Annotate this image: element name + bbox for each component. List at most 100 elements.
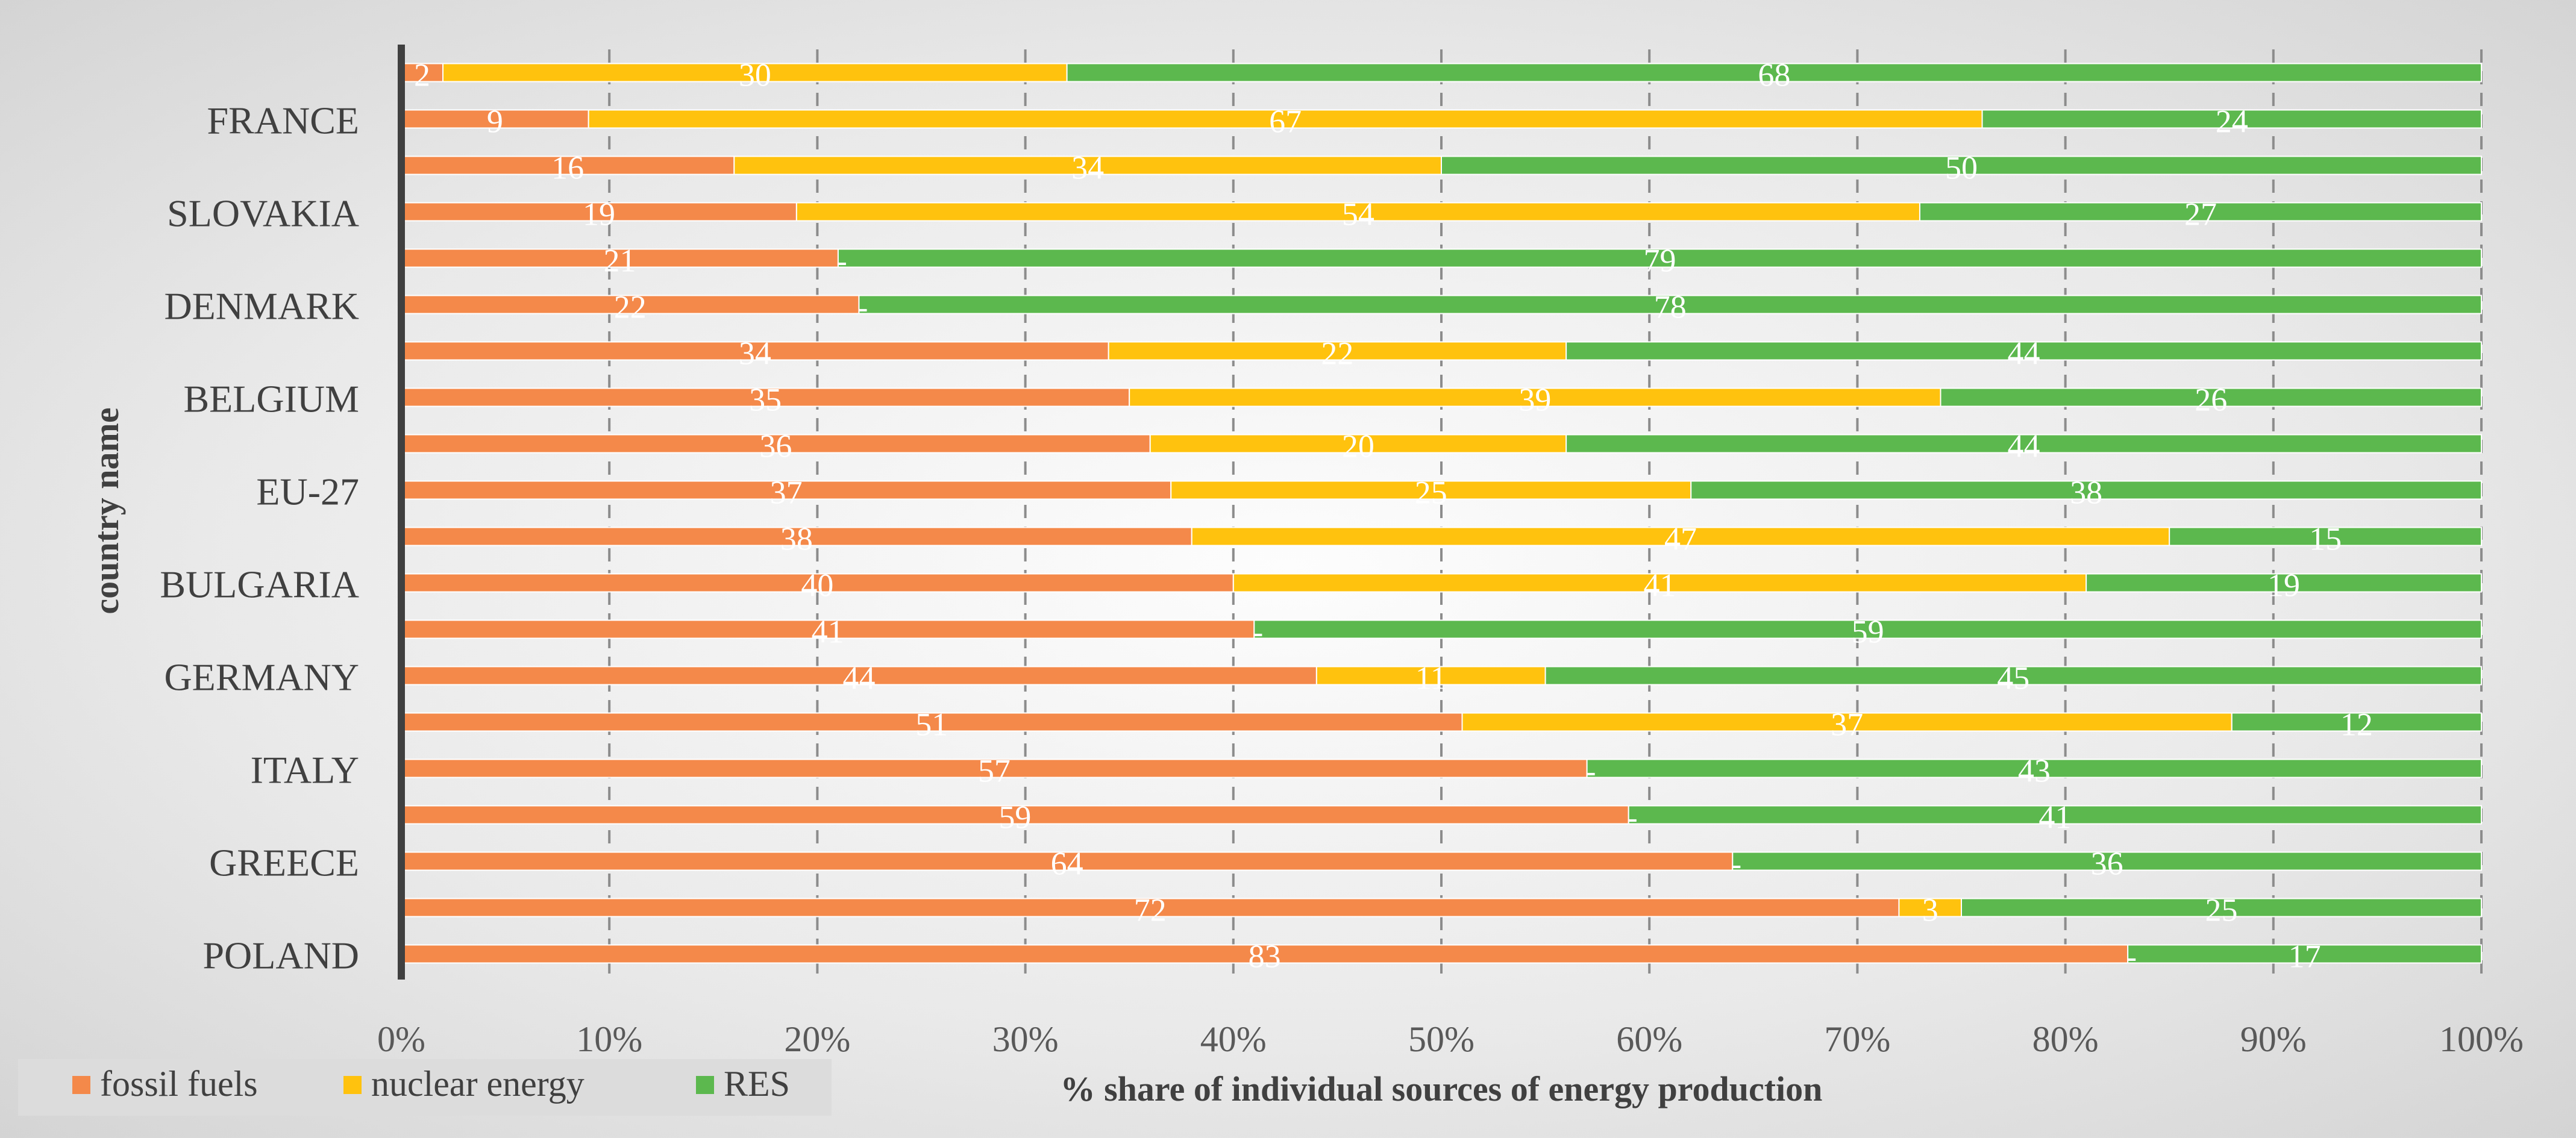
bar-segment — [1149, 434, 1567, 454]
data-label: 54 — [1342, 196, 1374, 233]
category-label: BELGIUM — [183, 378, 359, 420]
data-label: 34 — [739, 336, 771, 372]
bar-segment — [401, 805, 1629, 825]
data-label: 50 — [1945, 150, 1978, 186]
data-label: 44 — [2008, 336, 2040, 372]
category-label: DENMARK — [164, 285, 359, 328]
data-label: 37 — [1831, 707, 1863, 743]
data-label: - — [1585, 753, 1596, 789]
data-label: 78 — [1654, 289, 1687, 325]
data-label: 59 — [1852, 614, 1884, 650]
data-label: 24 — [2216, 104, 2248, 140]
category-label: POLAND — [202, 934, 359, 977]
bar-segment — [1232, 573, 2087, 593]
bar-segment — [1961, 898, 2482, 918]
bar-segment — [1898, 898, 1962, 918]
data-label: 57 — [978, 753, 1011, 789]
bar-segment — [1981, 109, 2482, 129]
bar-segment — [733, 155, 1442, 175]
data-label: 16 — [551, 150, 584, 186]
data-label: 3 — [1922, 892, 1938, 928]
data-label: 44 — [2008, 428, 2040, 464]
category-label: EU-27 — [256, 471, 359, 513]
grid-lines — [608, 49, 2483, 977]
bar-segment — [1690, 480, 2482, 500]
data-label: 68 — [1758, 57, 1790, 93]
category-label: GERMANY — [164, 656, 359, 699]
data-label: - — [1627, 799, 1638, 836]
bar-segment — [1940, 387, 2482, 407]
bar-segment — [1066, 63, 2483, 83]
data-label: 35 — [749, 382, 782, 418]
data-label: 41 — [1643, 567, 1676, 604]
bar-segment — [1461, 712, 2233, 732]
data-label: 59 — [998, 799, 1031, 836]
bar-segment — [588, 109, 1983, 129]
data-label: 11 — [1415, 660, 1447, 696]
bar-segment — [1170, 480, 1692, 500]
x-tick-label: 50% — [1408, 1019, 1474, 1059]
data-label: 40 — [801, 567, 833, 604]
data-label: - — [1731, 846, 1741, 882]
bar-segment — [1253, 619, 2483, 639]
bar-segment — [1191, 527, 2170, 546]
bar-segment — [1565, 341, 2483, 361]
x-tick-label: 40% — [1200, 1019, 1267, 1059]
data-label: 36 — [759, 428, 792, 464]
x-axis-title: % share of individual sources of energy … — [1061, 1069, 1823, 1108]
bar-segment — [401, 758, 1588, 778]
bar-segment — [401, 155, 735, 175]
data-label: - — [1252, 614, 1263, 650]
data-label: 37 — [770, 475, 803, 511]
bar-segment — [1586, 758, 2482, 778]
data-label: 2 — [414, 57, 430, 93]
data-label: 22 — [1321, 336, 1353, 372]
bar-segment — [837, 248, 2483, 268]
bar-segment — [1565, 434, 2483, 454]
bars — [401, 63, 2483, 964]
bar-segment — [401, 666, 1317, 686]
data-label: 26 — [2195, 382, 2227, 418]
bar-segment — [401, 573, 1234, 593]
data-label: 79 — [1643, 243, 1676, 279]
data-label: 38 — [780, 521, 813, 557]
data-label: 17 — [2289, 939, 2321, 975]
bar-segment — [401, 202, 797, 222]
legend-swatch — [72, 1076, 90, 1094]
data-label: 47 — [1664, 521, 1697, 557]
x-tick-label: 100% — [2439, 1019, 2524, 1059]
bar-segment — [1108, 341, 1567, 361]
bar-segment — [2169, 527, 2482, 546]
x-tick-label: 10% — [576, 1019, 642, 1059]
bar-segment — [401, 712, 1463, 732]
data-label: - — [836, 243, 847, 279]
category-label: SLOVAKIA — [167, 192, 359, 235]
legend-label: nuclear energy — [371, 1064, 584, 1104]
data-label: 27 — [2184, 196, 2217, 233]
data-label: 20 — [1342, 428, 1374, 464]
bar-segment — [401, 851, 1734, 871]
legend-swatch — [696, 1076, 714, 1094]
axes: 0% 10% 20% 30% 40% 50% 60% 70% 80% 90% 100% FRANCE S… — [87, 45, 2524, 1108]
data-label: 83 — [1249, 939, 1281, 975]
legend-swatch — [343, 1076, 362, 1094]
bar-segment — [1441, 155, 2482, 175]
data-label: 36 — [2091, 846, 2123, 882]
bar-segment — [1628, 805, 2482, 825]
x-tick-label: 0% — [377, 1019, 425, 1059]
bar-segment — [858, 295, 2482, 314]
data-label: 25 — [1415, 475, 1447, 511]
data-label: 67 — [1269, 104, 1302, 140]
bar-segment — [1544, 666, 2483, 686]
x-tick-label: 60% — [1616, 1019, 1682, 1059]
bar-segment — [442, 63, 1068, 83]
category-label: FRANCE — [207, 99, 360, 142]
data-label: 44 — [842, 660, 875, 696]
x-tick-label: 20% — [784, 1019, 850, 1059]
data-label: 15 — [2309, 521, 2342, 557]
data-label: 34 — [1071, 150, 1104, 186]
data-label: 43 — [2018, 753, 2051, 789]
bar-segment — [401, 944, 2129, 964]
